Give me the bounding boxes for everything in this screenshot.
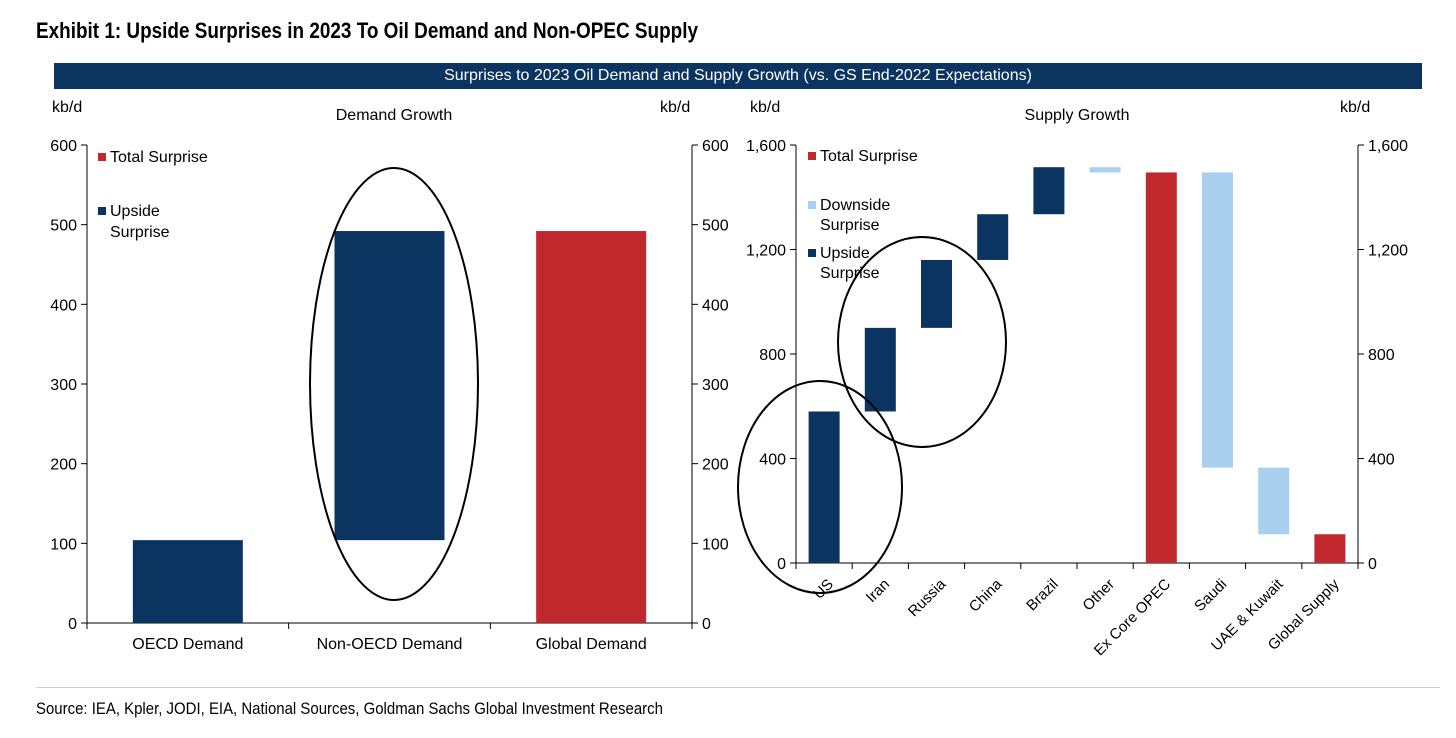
category-label-non-oecd-demand: Non-OECD Demand [317,636,463,653]
y-tick-label-right: 0 [702,616,711,633]
y-tick-label-right: 100 [702,536,729,553]
bar-china [977,214,1009,260]
category-label-russia: Russia [905,575,950,620]
legend-label-total: Total Surprise [110,149,208,166]
y-tick-label-right: 500 [702,218,729,235]
legend-label-upside: Upside [110,203,160,220]
legend-swatch-upside [808,249,816,257]
y-tick-label-left: 400 [50,297,77,314]
legend-swatch-total [808,152,816,160]
category-label-china: China [966,575,1006,615]
bar-other [1089,167,1121,173]
category-label-us: US [810,576,837,603]
bar-iran [864,327,896,412]
category-label-brazil: Brazil [1023,576,1062,615]
y-tick-label-left: 400 [759,452,786,469]
y-tick-label-right: 800 [1368,347,1395,364]
y-tick-label-left: 800 [759,347,786,364]
category-label-iran: Iran [863,576,893,606]
exhibit-title: Exhibit 1: Upside Surprises in 2023 To O… [36,18,698,43]
y-tick-label-left: 300 [50,377,77,394]
bar-oecd-demand [132,540,243,623]
y-tick-label-right: 1,200 [1368,243,1408,260]
y-tick-label-left: 1,200 [746,243,786,260]
y-tick-label-right: 400 [702,297,729,314]
chart-banner: Surprises to 2023 Oil Demand and Supply … [54,63,1422,89]
supply-growth-chart: Supply Growth kb/d kb/d 0 0 400 400 800 800 1,200… [737,99,1408,659]
highlight-ellipse [837,236,1007,448]
y-tick-label-right: 200 [702,457,729,474]
legend-label-downside: Downside [820,197,890,214]
chart-title: Supply Growth [1025,107,1130,124]
source-divider [36,687,1440,688]
bar-uae-and-kuwait [1258,467,1290,535]
legend-label-upside: Surprise [110,224,170,241]
bar-global-demand [536,231,647,624]
charts-canvas: Demand Growth kb/d kb/d 0 0 100 100 200 200 300 30… [50,99,1408,659]
demand-growth-chart: Demand Growth kb/d kb/d 0 0 100 100 200 200 300 30… [50,99,729,653]
bar-russia [921,259,952,328]
category-label-oecd-demand: OECD Demand [132,636,243,653]
y-tick-label-left: 0 [68,616,77,633]
source-note: Source: IEA, Kpler, JODI, EIA, National … [36,699,663,718]
category-label-saudi: Saudi [1191,576,1230,615]
chart-title: Demand Growth [336,107,453,124]
y-axis-unit-right: kb/d [1340,99,1370,116]
y-tick-label-left: 1,600 [746,138,786,155]
highlight-ellipse [737,380,903,594]
y-tick-label-right: 300 [702,377,729,394]
bar-ex-core-opec [1145,172,1177,563]
highlight-ellipse [309,167,479,601]
category-label-other: Other [1079,576,1118,615]
y-axis-unit-left: kb/d [52,99,82,116]
y-tick-label-right: 0 [1368,556,1377,573]
y-tick-label-left: 500 [50,218,77,235]
bar-saudi [1202,172,1233,468]
legend-label-downside: Surprise [820,217,880,234]
y-axis-unit-right: kb/d [660,99,690,116]
y-tick-label-right: 400 [1368,452,1395,469]
legend-label-upside: Upside [820,245,870,262]
legend-swatch-upside [98,207,106,215]
bar-non-oecd-demand [334,231,445,541]
category-label-global-demand: Global Demand [536,636,647,653]
y-tick-label-right: 1,600 [1368,138,1408,155]
y-tick-label-left: 600 [50,138,77,155]
legend-label-total: Total Surprise [820,148,918,165]
legend-label-upside: Surprise [820,265,880,282]
y-axis-unit-left: kb/d [750,99,780,116]
legend-swatch-downside [808,201,816,209]
bar-global-supply [1314,534,1346,563]
bar-us [808,411,840,563]
y-tick-label-left: 200 [50,457,77,474]
legend-swatch-total [98,153,106,161]
y-tick-label-left: 0 [777,556,786,573]
y-tick-label-right: 600 [702,138,729,155]
bar-brazil [1033,167,1065,215]
y-tick-label-left: 100 [50,536,77,553]
